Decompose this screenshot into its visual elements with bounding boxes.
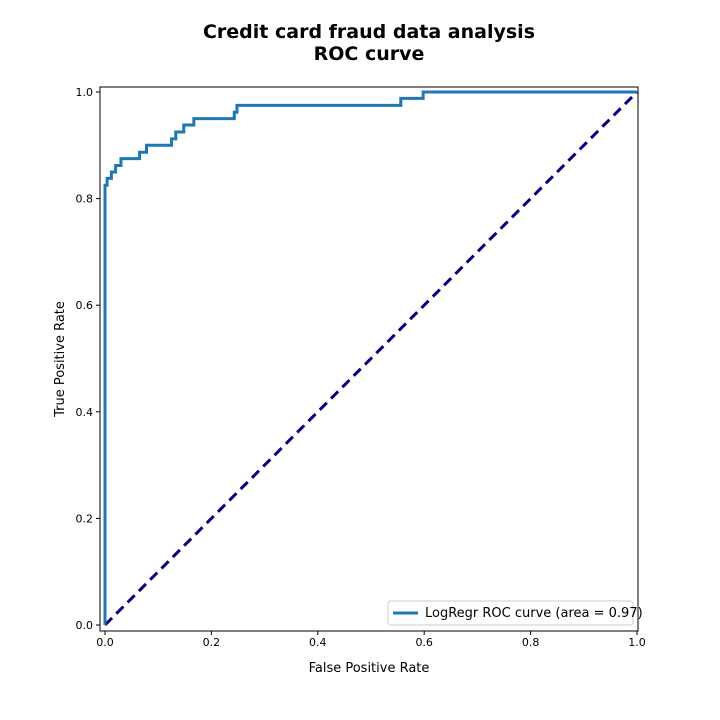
chart-title-line-1: Credit card fraud data analysis xyxy=(203,21,535,43)
axes-frame xyxy=(99,86,639,632)
axis-ticks: 0.0 0.2 0.4 0.6 0.8 1.0 0.0 0.2 0.4 0.6 0.8 1.0 xyxy=(76,86,646,649)
x-tick-label: 0.0 xyxy=(96,636,114,649)
roc-curve-line xyxy=(103,90,637,625)
legend-box xyxy=(387,600,634,626)
y-tick-label: 0.2 xyxy=(76,512,94,525)
legend: LogRegr ROC curve (area = 0.97) xyxy=(387,600,643,626)
plot-area xyxy=(99,86,639,632)
legend-label: LogRegr ROC curve (area = 0.97) xyxy=(425,606,643,621)
x-axis-label: False Positive Rate xyxy=(309,661,430,676)
chance-diagonal-line xyxy=(103,90,639,627)
x-tick-label: 0.2 xyxy=(203,636,221,649)
y-axis-label: True Positive Rate xyxy=(53,301,68,418)
x-tick-label: 0.4 xyxy=(309,636,327,649)
x-tick-label: 0.8 xyxy=(522,636,540,649)
x-tick-label: 0.6 xyxy=(415,636,433,649)
x-tick-label: 1.0 xyxy=(628,636,646,649)
y-tick-label: 0.6 xyxy=(76,299,94,312)
y-tick-label: 1.0 xyxy=(76,86,94,99)
y-tick-label: 0.8 xyxy=(76,193,94,206)
y-tick-label: 0.0 xyxy=(76,619,94,632)
chart-title-line-2: ROC curve xyxy=(314,43,425,65)
y-tick-label: 0.4 xyxy=(76,406,94,419)
